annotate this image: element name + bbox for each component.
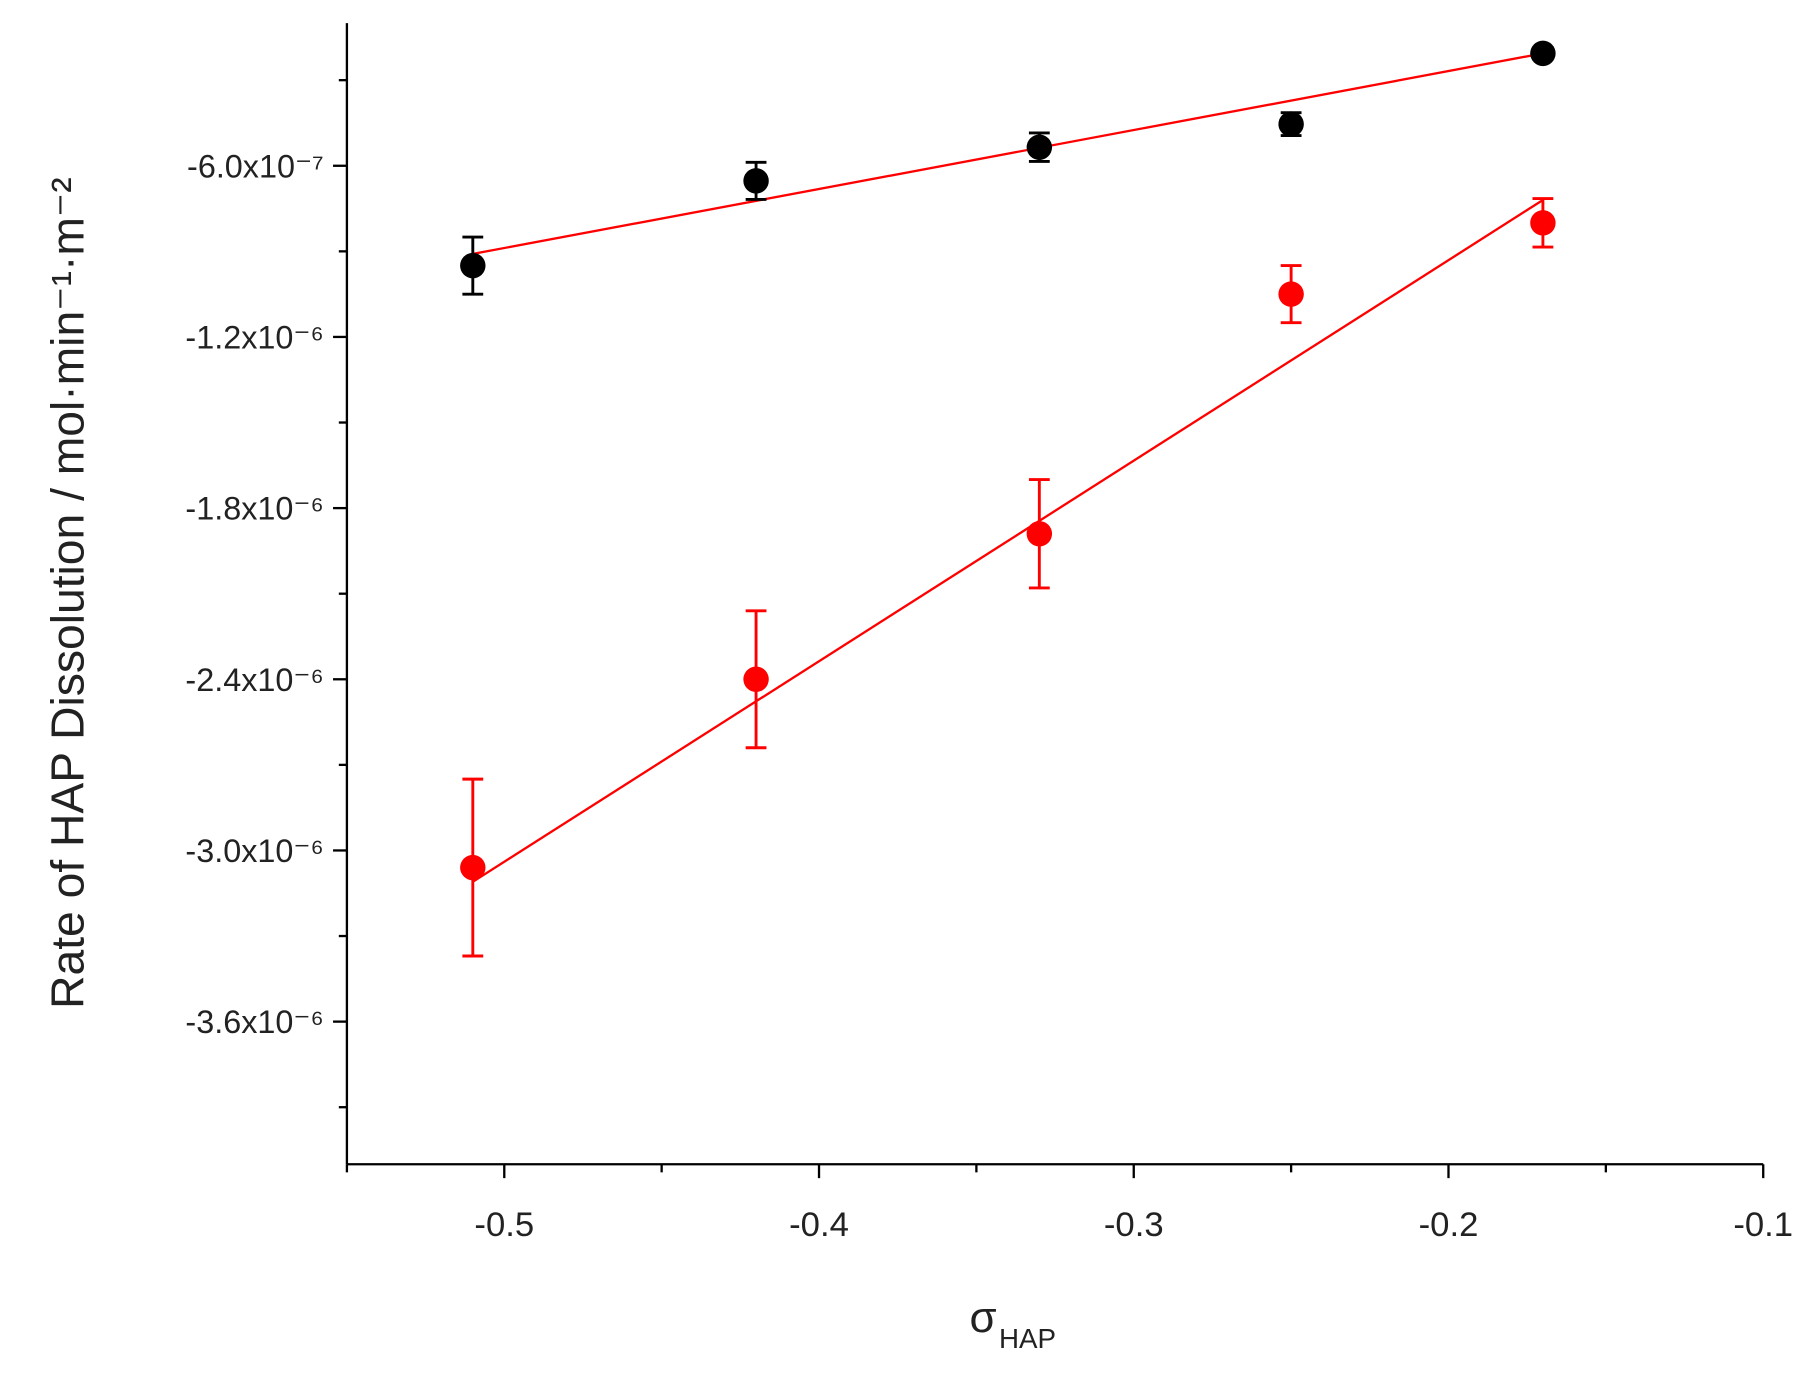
y-tick-label: -3.6x10⁻⁶ xyxy=(185,1004,323,1040)
point xyxy=(743,168,769,194)
y-axis-title: Rate of HAP Dissolution / mol·min⁻¹·m⁻² xyxy=(41,177,93,1009)
x-axis-title-subscript: HAP xyxy=(999,1323,1056,1354)
x-tick-label: -0.4 xyxy=(789,1206,849,1244)
y-tick-label: -6.0x10⁻⁷ xyxy=(187,148,324,184)
y-tick-label: -1.8x10⁻⁶ xyxy=(185,491,323,527)
y-tick-label: -2.4x10⁻⁶ xyxy=(185,662,323,698)
y-tick-label: -3.0x10⁻⁶ xyxy=(185,833,323,869)
fit-line xyxy=(472,199,1544,883)
x-tick-label: -0.5 xyxy=(474,1206,534,1244)
point xyxy=(1278,111,1304,137)
point xyxy=(1530,210,1556,236)
point xyxy=(1026,521,1053,547)
point xyxy=(460,252,486,279)
point xyxy=(1026,134,1053,160)
point xyxy=(1530,40,1556,67)
x-tick-label: -0.2 xyxy=(1419,1206,1479,1244)
point xyxy=(460,854,486,881)
point xyxy=(1278,281,1304,307)
fit-line xyxy=(472,52,1544,256)
y-tick-label: -1.2x10⁻⁶ xyxy=(185,319,323,355)
x-axis-title: σ xyxy=(970,1293,997,1342)
x-tick-label: -0.3 xyxy=(1104,1206,1164,1244)
point xyxy=(743,666,769,692)
x-tick-label: -0.1 xyxy=(1733,1206,1793,1244)
